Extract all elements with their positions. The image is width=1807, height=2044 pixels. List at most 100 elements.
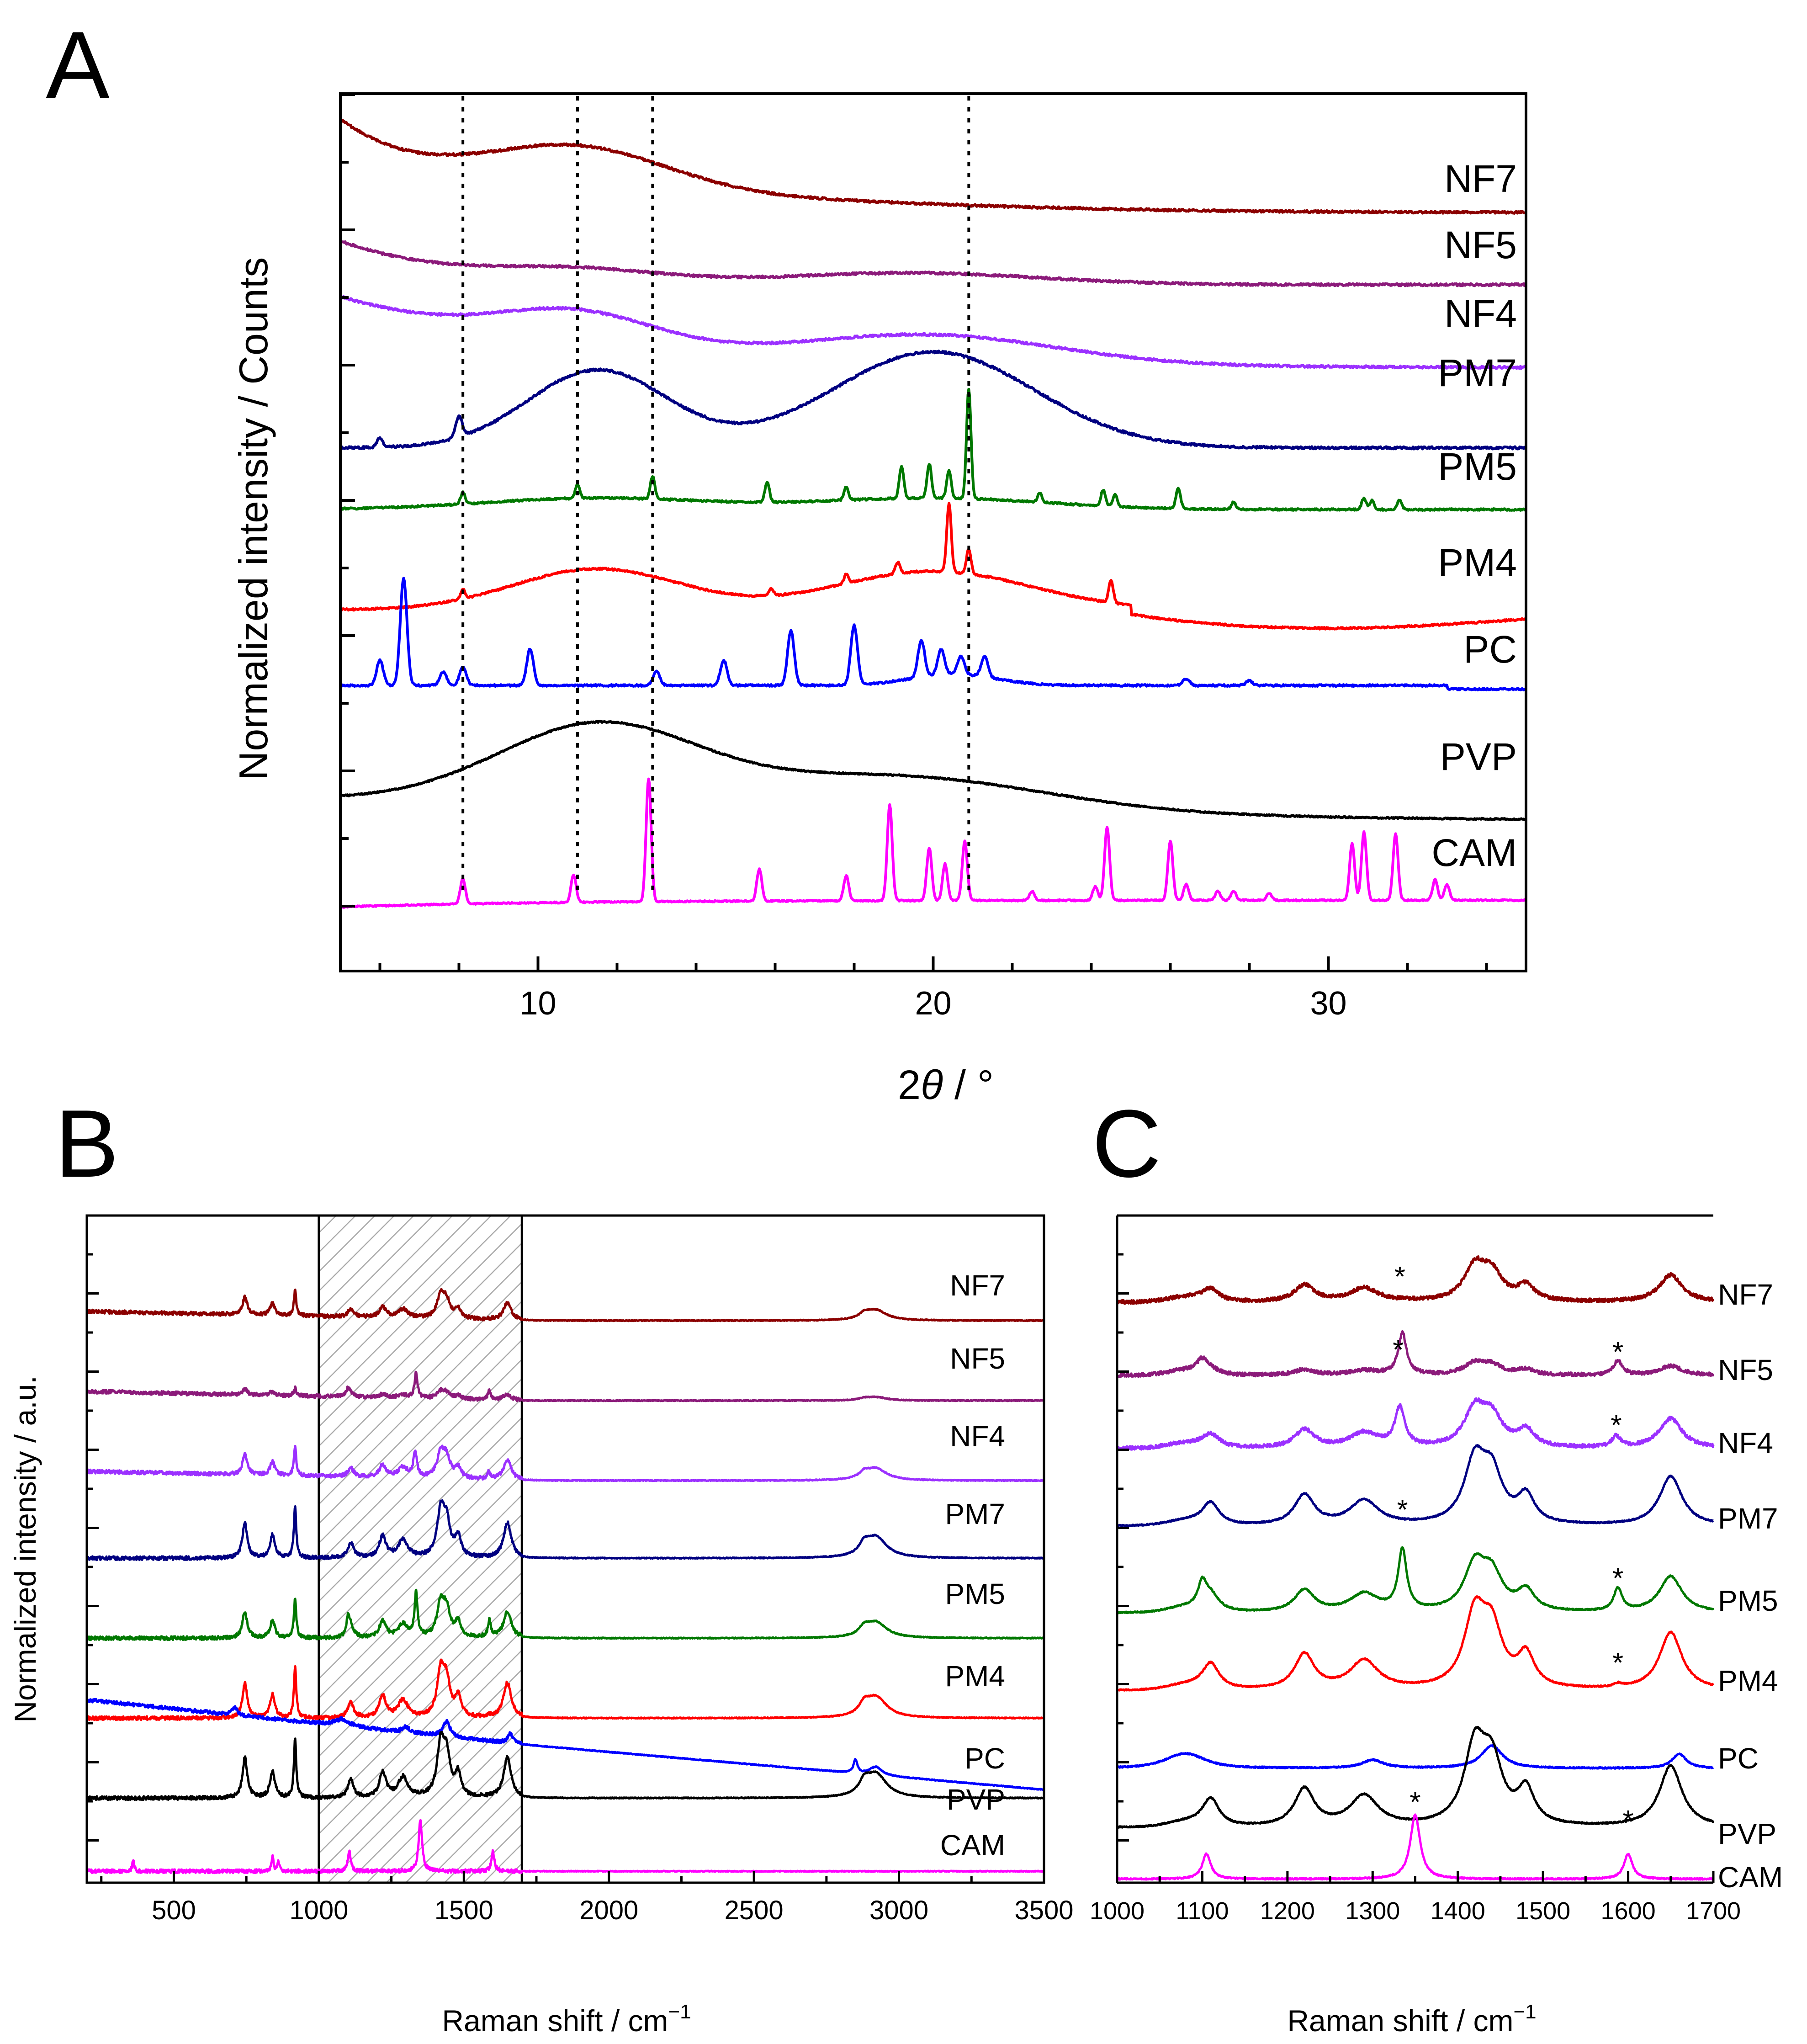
panel-a-x-axis-label: 2θ / ° [898,1062,994,1108]
curve-pvp [1116,1725,1715,1829]
panel-c-x-axis-label: Raman shift / cm−1 [1287,2001,1536,2038]
x-tick-label: 1300 [1345,1897,1400,1925]
curve-pm5 [1116,1546,1715,1614]
curve-pc [86,1698,1045,1791]
x-tick-label: 30 [1310,985,1346,1022]
legend-label-pm5: PM5 [945,1577,1005,1610]
panel-b-curves [85,1288,1045,1874]
legend-label-cam: CAM [1431,831,1517,874]
curve-nf4 [339,295,1527,370]
legend-label-pm5: PM5 [1438,445,1517,488]
panel-b-y-axis-label: Normalized intensity / a.u. [8,1375,42,1722]
legend-label-pm7: PM7 [1718,1502,1778,1535]
panel-c: C * * * * * * * * * 1000 1100 1200 1300 1400 1500 1600… [1090,1090,1783,2038]
curve-cam [85,1819,1045,1874]
panel-a-y-axis-label: Normalized intensity / Counts [231,257,276,780]
panel-b-y-ticks [87,1253,99,1842]
panel-a-frame [339,92,1527,972]
legend-label-pc: PC [964,1742,1005,1775]
legend-label-pm4: PM4 [1718,1664,1778,1697]
curve-pm5 [85,1588,1045,1641]
x-tick-label: 500 [152,1895,196,1925]
x-tick-label: 1000 [289,1895,348,1925]
curve-pm4 [1116,1595,1714,1692]
x-tick-label: 1100 [1176,1897,1229,1925]
x-tick-label: 3000 [869,1895,928,1925]
panel-a: A 10 20 30 NF7 NF5 NF4 PM7 PM5 PM4 PC PVP CAM Norm… [46,11,1527,1108]
curve-pm5 [339,388,1527,512]
legend-label-nf4: NF4 [1444,292,1517,335]
peak-marker: * [1612,1563,1623,1594]
legend-label-nf5: NF5 [1718,1354,1773,1386]
peak-marker: * [1612,1647,1623,1679]
legend-label-pm5: PM5 [1718,1584,1778,1617]
x-tick-label: 1700 [1686,1897,1741,1925]
legend-label-nf5: NF5 [1444,223,1517,266]
legend-label-pvp: PVP [1718,1817,1776,1850]
peak-marker: * [1612,1337,1623,1368]
panel-a-reference-lines [461,96,970,891]
curve-pc [339,577,1527,691]
peak-marker: * [1397,1494,1408,1526]
x-tick-label: 1400 [1431,1897,1485,1925]
panel-a-y-ticks [340,93,355,908]
x-tick-label: 2000 [579,1895,638,1925]
curve-pm7 [86,1499,1045,1561]
curve-pvp [339,720,1527,822]
x-tick-label: 1000 [1090,1897,1145,1925]
x-tick-label: 1500 [1516,1897,1570,1925]
legend-label-pc: PC [1463,628,1517,671]
legend-label-nf7: NF7 [1444,157,1517,200]
curve-nf5 [1116,1330,1715,1378]
peak-marker: * [1623,1805,1634,1837]
curve-nf7 [85,1288,1045,1322]
legend-label-pm4: PM4 [945,1660,1005,1693]
x-tick-label: 1500 [435,1895,493,1925]
panel-c-y-ticks [1117,1253,1129,1842]
curve-pm4 [85,1658,1045,1721]
panel-b-x-ticks: 500 1000 1500 2000 2500 3000 3500 [100,1871,1074,1925]
panel-c-curves [1116,1255,1715,1881]
curve-pm4 [339,502,1527,631]
x-tick-label: 1600 [1601,1897,1656,1925]
curve-cam [339,777,1527,909]
legend-label-pvp: PVP [1440,735,1517,778]
panel-c-markers: * * * * * * * * * [1393,1261,1633,1837]
legend-label-pc: PC [1718,1742,1759,1775]
panel-b-x-axis-label: Raman shift / cm−1 [442,2001,691,2038]
legend-label-cam: CAM [940,1829,1005,1862]
legend-label-nf4: NF4 [950,1420,1005,1453]
panel-c-legend-labels: NF7 NF5 NF4 PM7 PM5 PM4 PC PVP CAM [1718,1278,1783,1894]
curve-nf4 [85,1444,1045,1482]
panel-a-curves [339,117,1527,909]
x-tick-label: 3500 [1014,1895,1073,1925]
panel-a-legend-labels: NF7 NF5 NF4 PM7 PM5 PM4 PC PVP CAM [1431,157,1517,874]
legend-label-nf7: NF7 [950,1269,1005,1302]
x-tick-label: 1200 [1260,1897,1315,1925]
panel-c-label: C [1092,1090,1161,1197]
curve-cam [1116,1813,1714,1881]
peak-marker: * [1394,1261,1405,1293]
x-tick-label: 10 [519,985,556,1022]
peak-marker: * [1393,1334,1404,1366]
x-tick-label: 20 [915,985,951,1022]
legend-label-pm7: PM7 [1438,351,1517,394]
peak-marker: * [1410,1787,1420,1818]
curve-nf4 [1116,1397,1715,1451]
legend-label-nf7: NF7 [1718,1278,1773,1311]
legend-label-pm7: PM7 [945,1497,1005,1530]
panel-c-x-ticks: 1000 1100 1200 1300 1400 1500 1600 1700 [1090,1871,1741,1925]
legend-label-pm4: PM4 [1438,541,1517,584]
x-tick-label: 2500 [725,1895,784,1925]
legend-label-nf5: NF5 [950,1342,1005,1375]
curve-nf5 [339,239,1527,287]
curve-nf5 [85,1370,1045,1402]
curve-pm7 [1116,1444,1714,1528]
panel-b-frame [85,1214,1045,1884]
panel-a-x-ticks: 10 20 30 [378,956,1488,1022]
curve-nf7 [339,117,1527,215]
curve-pvp [85,1731,1045,1801]
panel-b: B 500 1000 1500 2000 2500 3000 3500 NF7 NF5 NF4 P… [8,1090,1074,2038]
peak-marker: * [1611,1410,1622,1441]
